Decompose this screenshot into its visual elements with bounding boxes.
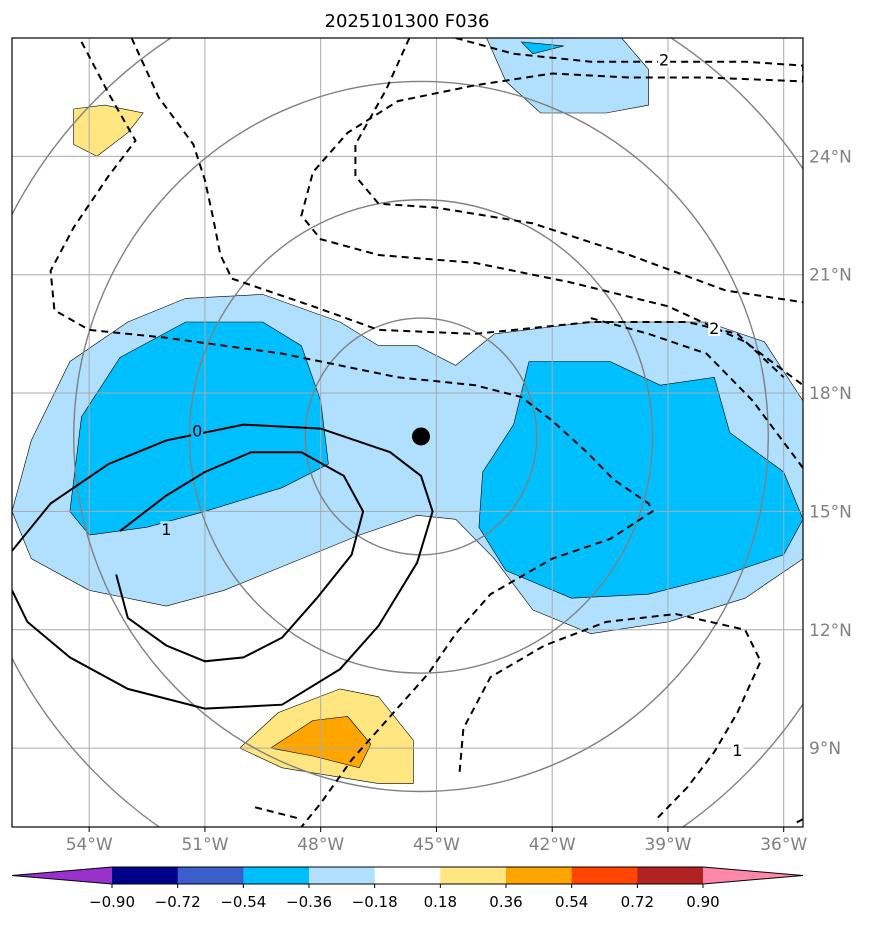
y-tick-label-1: 12°N (809, 621, 852, 641)
x-tick-label-0: 54°W (66, 835, 113, 855)
colorbar: −0.90 −0.72 −0.54 −0.36 −0.18 0.18 0.36 0.54 0.7… (11, 866, 804, 911)
colorbar-label-8: 0.72 (621, 893, 654, 911)
filled-region-4 (520, 41, 564, 55)
map-frame (11, 37, 804, 828)
colorbar-extend-low (12, 867, 112, 884)
y-tick-label-4: 21°N (809, 266, 852, 286)
contour-line-2 (254, 806, 302, 821)
range-ring-2 (73, 80, 769, 793)
contour-label-bg-2 (658, 51, 671, 68)
x-tick-label-4: 42°W (529, 835, 576, 855)
colorbar-swatch-5 (440, 867, 507, 884)
y-tick-label-2: 15°N (809, 502, 852, 522)
contour-line-8 (458, 612, 762, 820)
contour-line-5 (354, 38, 803, 304)
colorbar-label-5: 0.18 (424, 893, 457, 911)
filled-region-3 (486, 38, 650, 114)
contour-label-3: 2 (709, 319, 719, 338)
colorbar-swatch-2 (243, 867, 310, 884)
colorbar-label-1: −0.72 (155, 893, 201, 911)
contour-label-bg-1 (160, 521, 173, 538)
colorbar-swatch-6 (506, 867, 573, 884)
x-tick-label-3: 45°W (413, 835, 460, 855)
colorbar-swatch-7 (571, 867, 638, 884)
filled-region-2 (478, 361, 803, 599)
contour-line-0 (12, 423, 434, 710)
colorbar-label-2: −0.54 (220, 893, 266, 911)
x-tick-label-2: 48°W (297, 835, 344, 855)
colorbar-swatch-1 (177, 867, 244, 884)
contour-label-bg-3 (708, 319, 721, 336)
colorbar-swatch-8 (637, 867, 704, 884)
contour-label-bg-0 (191, 422, 204, 439)
chart-title: 2025101300 F036 (325, 11, 490, 32)
y-tick-label-3: 18°N (809, 384, 852, 404)
x-tick-label-5: 39°W (644, 835, 691, 855)
colorbar-label-3: −0.36 (286, 893, 332, 911)
contour-line-6 (300, 38, 803, 387)
x-tick-label-6: 36°W (760, 835, 807, 855)
center-marker (412, 427, 431, 446)
range-ring-0 (304, 317, 538, 556)
contour-line-1 (115, 451, 365, 663)
contour-line-4 (130, 38, 785, 379)
filled-region-5 (73, 104, 144, 157)
y-tick-label-0: 9°N (809, 739, 841, 759)
contour-label-2: 2 (659, 51, 669, 70)
colorbar-label-9: 0.90 (686, 893, 719, 911)
contour-label-4: 1 (732, 741, 742, 760)
contour-label-bg-4 (731, 742, 744, 759)
colorbar-swatch-0 (112, 867, 179, 884)
colorbar-extend-high (703, 867, 803, 884)
contour-label-1: 1 (161, 520, 171, 539)
axis-labels: 54°W 51°W 48°W 45°W 42°W 39°W 36°W 9°N 12°N 15°N 1… (66, 147, 852, 855)
colorbar-label-4: −0.18 (352, 893, 398, 911)
colorbar-label-0: −0.90 (89, 893, 135, 911)
colorbar-label-7: 0.54 (555, 893, 588, 911)
contour-line-3 (49, 41, 654, 827)
contour-label-0: 0 (192, 422, 202, 441)
contour-line-9 (794, 818, 803, 824)
colorbar-swatch-4 (374, 867, 441, 884)
colorbar-swatch-3 (309, 867, 376, 884)
colorbar-label-6: 0.36 (489, 893, 522, 911)
x-tick-label-1: 51°W (181, 835, 228, 855)
contour-line-7 (590, 317, 803, 469)
y-tick-label-5: 24°N (809, 147, 852, 167)
